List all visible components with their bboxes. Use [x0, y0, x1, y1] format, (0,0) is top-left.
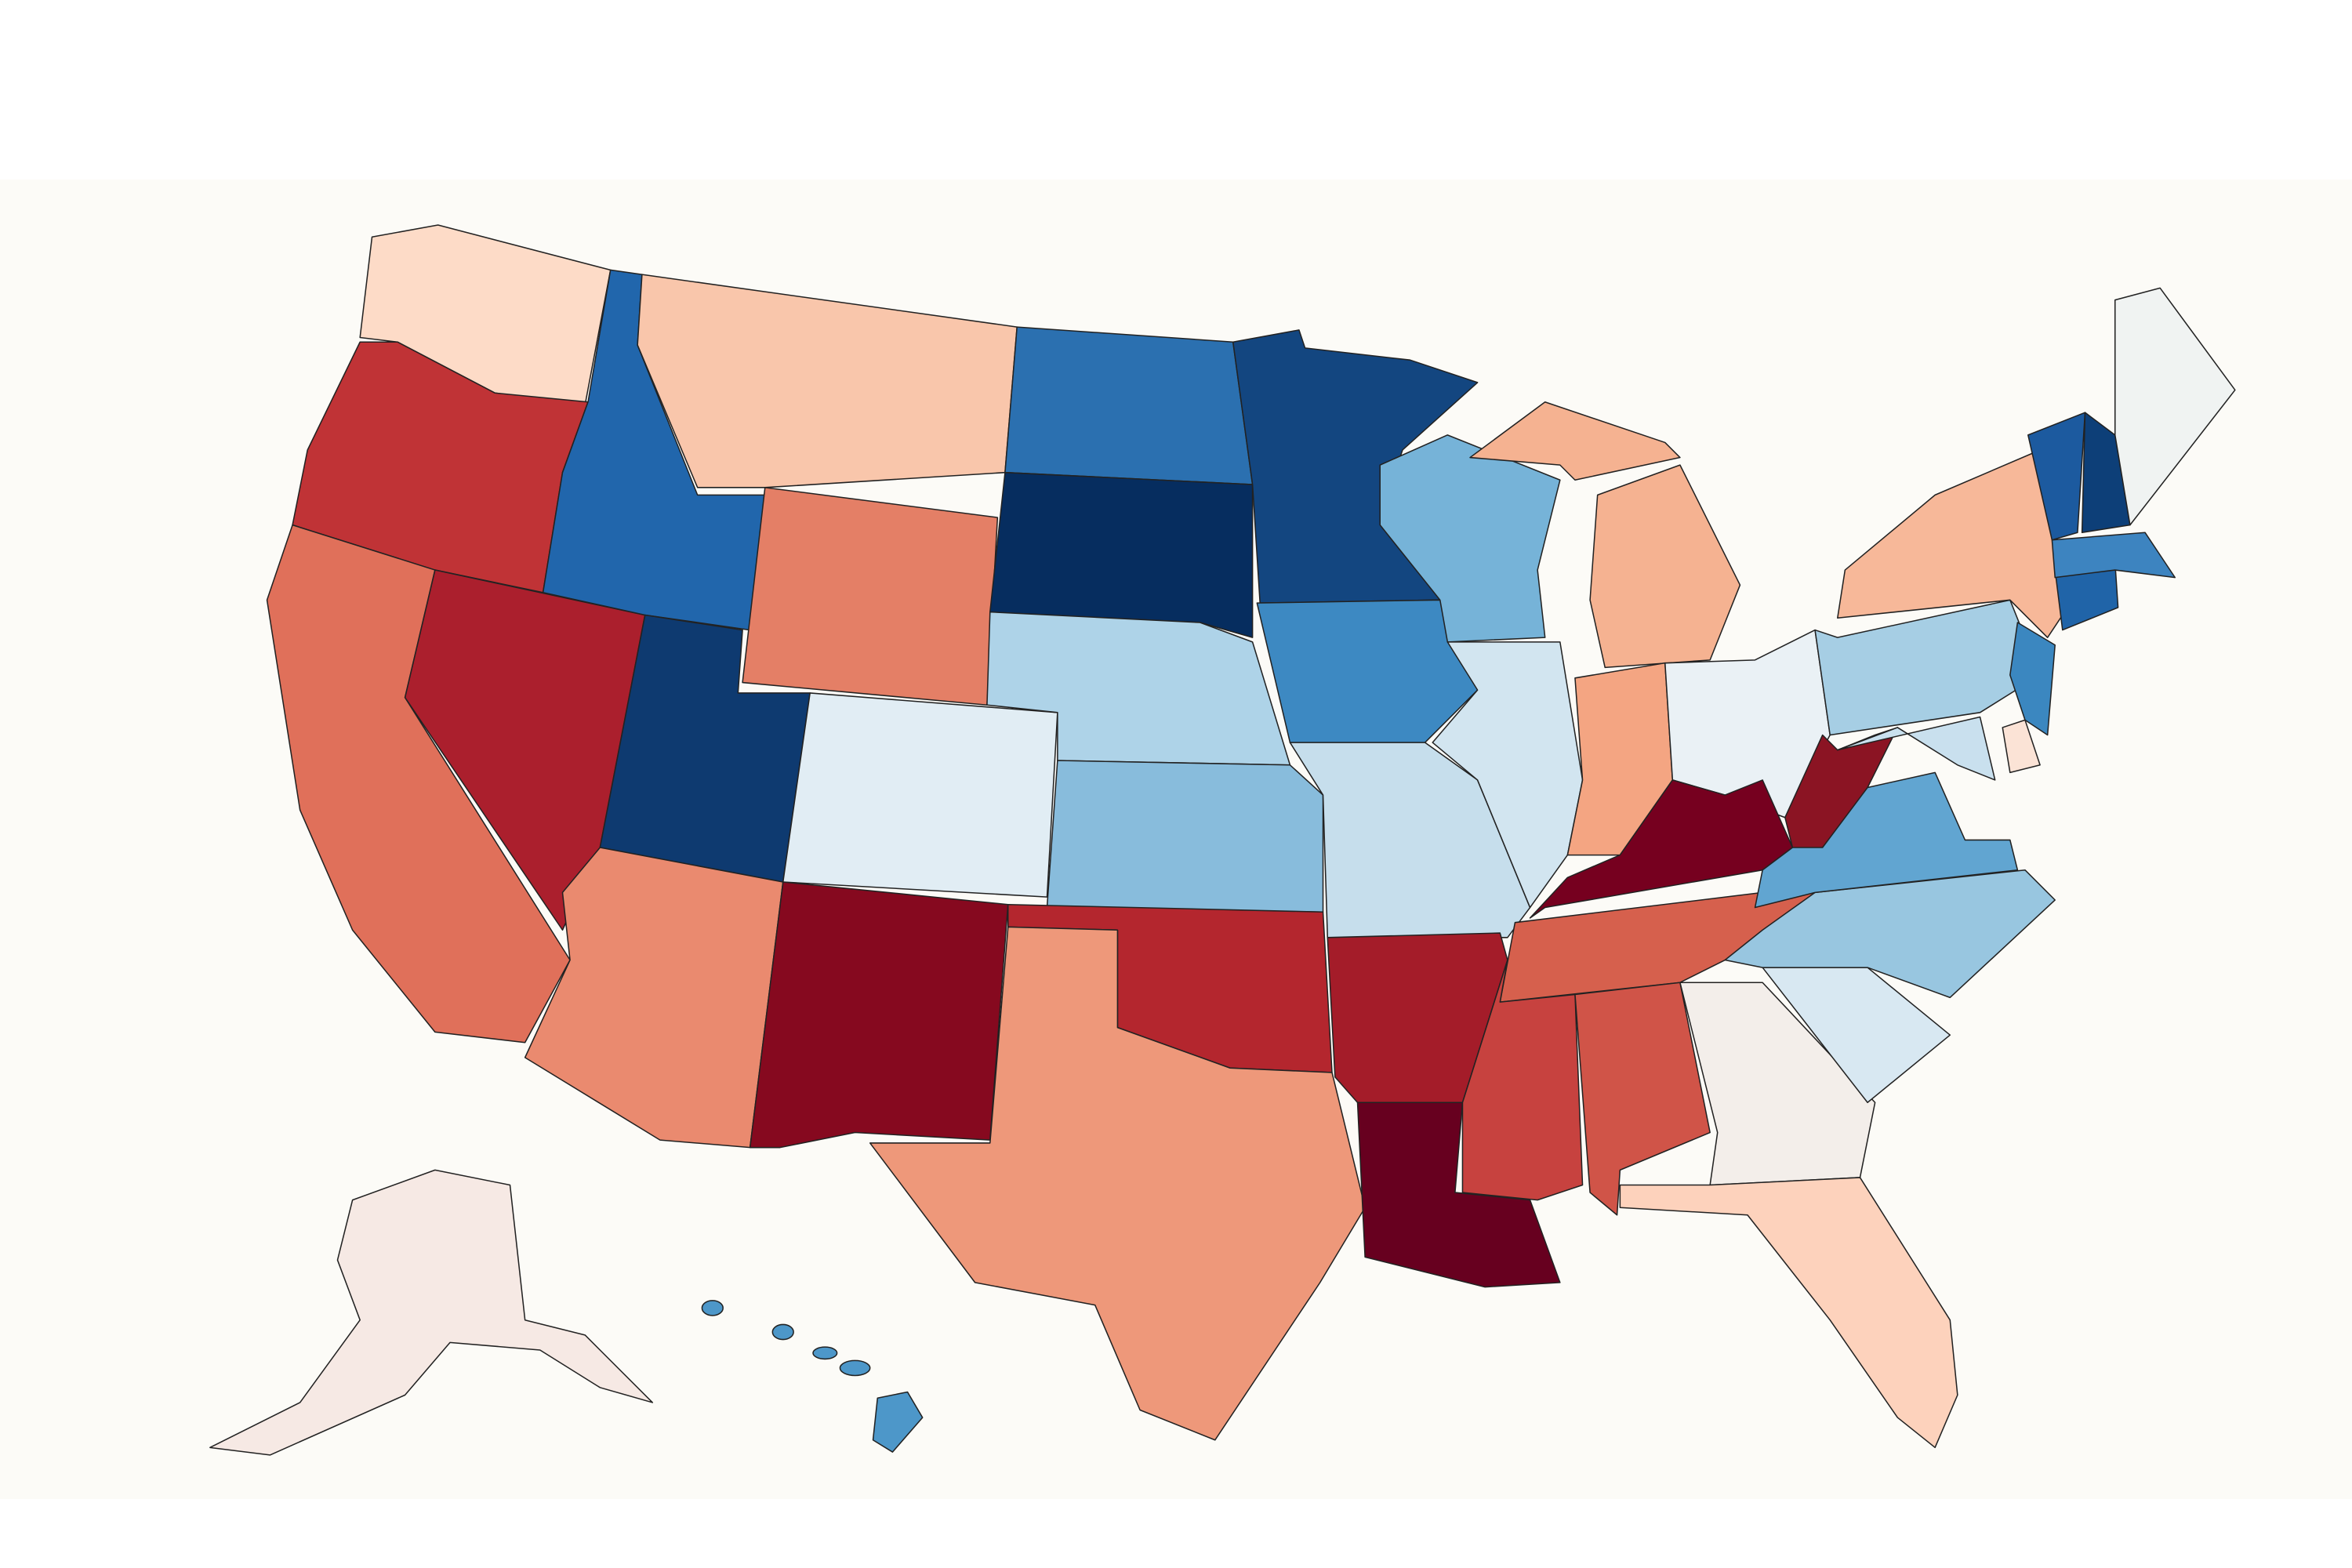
state — [2051, 532, 2176, 579]
state — [742, 487, 999, 706]
state — [1837, 449, 2063, 638]
state — [771, 1323, 794, 1341]
state — [1432, 641, 1584, 909]
state — [701, 1300, 724, 1316]
state — [782, 692, 1058, 898]
state — [1589, 464, 1741, 669]
state — [1529, 779, 1794, 919]
state — [1046, 760, 1324, 913]
state — [2027, 412, 2086, 541]
state — [1256, 599, 1479, 743]
state — [1356, 1102, 1561, 1288]
state — [839, 1359, 871, 1377]
state — [1619, 1177, 1958, 1449]
state — [209, 1169, 654, 1456]
state — [2009, 622, 2056, 736]
state — [749, 881, 1009, 1149]
states — [209, 224, 2236, 1456]
state — [2002, 719, 2041, 774]
state — [1469, 401, 1681, 481]
state — [1004, 326, 1254, 485]
state — [869, 926, 1366, 1441]
state — [1232, 329, 1479, 604]
state — [2114, 287, 2236, 526]
state — [989, 471, 1254, 638]
state — [872, 1391, 924, 1453]
state — [1724, 869, 2056, 999]
state — [812, 1346, 838, 1360]
state — [1461, 959, 1584, 1201]
state — [1837, 716, 1996, 781]
